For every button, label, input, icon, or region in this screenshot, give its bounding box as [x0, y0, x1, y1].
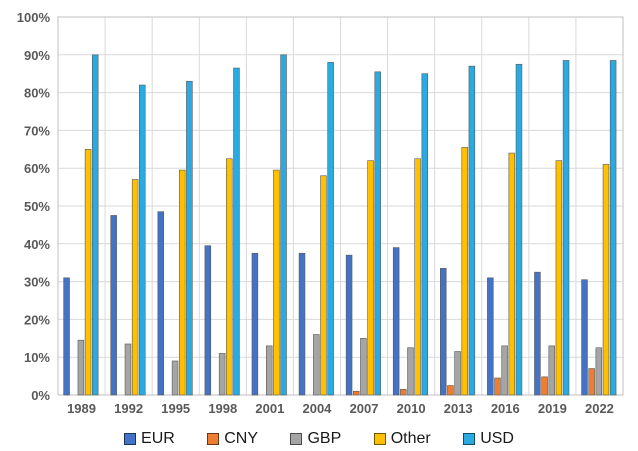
svg-text:50%: 50%: [24, 199, 50, 214]
svg-text:2010: 2010: [397, 401, 426, 416]
svg-text:2019: 2019: [538, 401, 567, 416]
svg-text:1998: 1998: [208, 401, 237, 416]
svg-text:30%: 30%: [24, 275, 50, 290]
svg-text:1989: 1989: [67, 401, 96, 416]
svg-text:80%: 80%: [24, 86, 50, 101]
svg-text:2013: 2013: [444, 401, 473, 416]
svg-text:2004: 2004: [302, 401, 332, 416]
svg-text:100%: 100%: [17, 10, 51, 25]
svg-text:2007: 2007: [350, 401, 379, 416]
svg-text:90%: 90%: [24, 48, 50, 63]
svg-text:40%: 40%: [24, 237, 50, 252]
svg-text:1992: 1992: [114, 401, 143, 416]
svg-text:2022: 2022: [585, 401, 614, 416]
svg-text:60%: 60%: [24, 161, 50, 176]
svg-text:2001: 2001: [255, 401, 284, 416]
svg-text:0%: 0%: [31, 388, 50, 403]
svg-text:10%: 10%: [24, 350, 50, 365]
svg-text:70%: 70%: [24, 123, 50, 138]
svg-text:2016: 2016: [491, 401, 520, 416]
svg-text:1995: 1995: [161, 401, 190, 416]
svg-text:20%: 20%: [24, 312, 50, 327]
